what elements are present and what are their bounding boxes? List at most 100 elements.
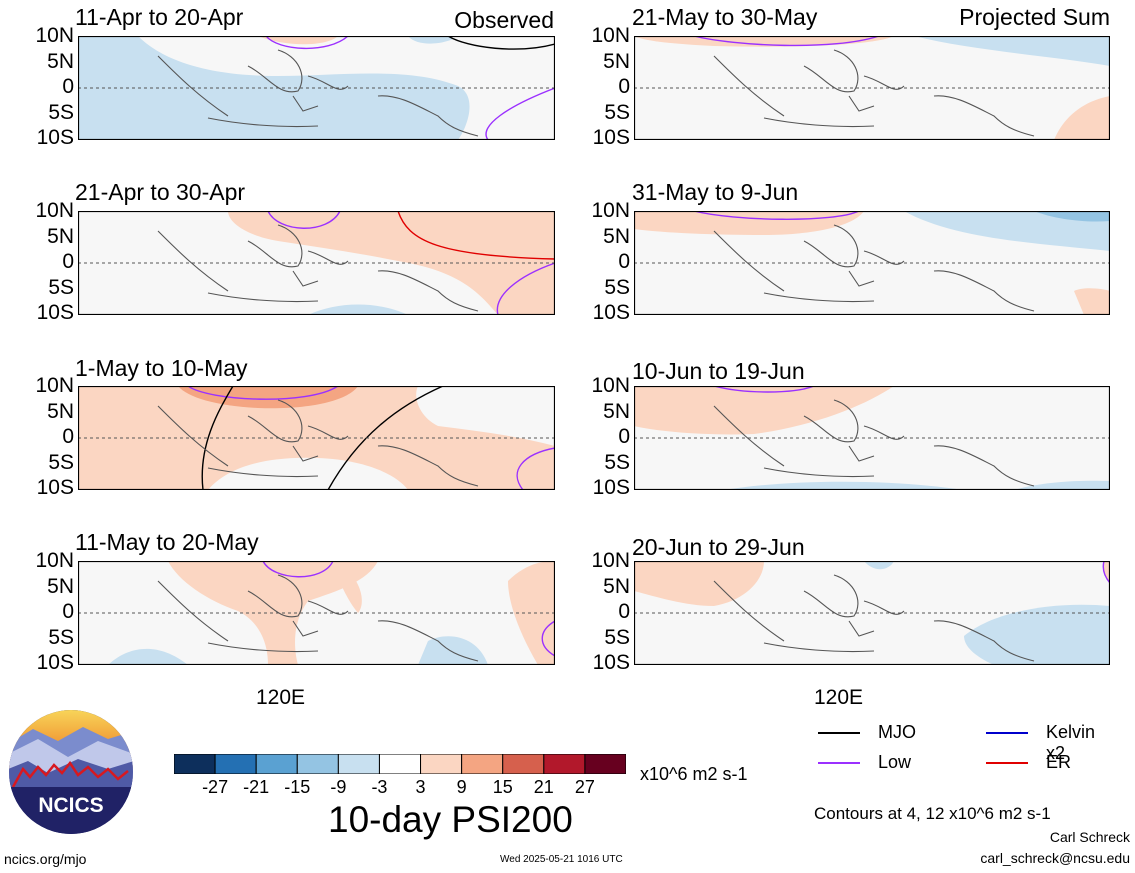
map-panel (78, 386, 555, 490)
longitude-label: 120E (814, 686, 864, 709)
latitude-label: 10S (36, 126, 74, 149)
legend-label-kelvin: Kelvin x2 (1046, 722, 1096, 763)
latitude-label: 5S (48, 100, 74, 124)
latitude-label: 5S (604, 450, 630, 474)
colorbar-swatch (420, 753, 463, 775)
latitude-label: 0 (618, 250, 630, 273)
longitude-label: 120E (256, 686, 306, 709)
legend: MJO Kelvin x2 Low ER (818, 722, 1118, 782)
panel-title: 20-Jun to 29-Jun (632, 534, 805, 560)
legend-label-er: ER (1046, 752, 1072, 772)
colorbar-tick-label: 15 (492, 777, 513, 797)
latitude-label: 10N (591, 374, 630, 397)
panel-title: 31-May to 9-Jun (632, 179, 799, 205)
latitude-label: 5N (603, 49, 630, 73)
latitude-label: 5N (47, 224, 74, 248)
colorbar-swatch (584, 753, 627, 775)
projected-sum-label: Projected Sum (959, 4, 1110, 30)
colorbar-tick-label: 9 (456, 777, 467, 797)
map-panel (634, 386, 1110, 490)
legend-line-kelvin (986, 732, 1028, 734)
latitude-label: 10N (35, 24, 74, 47)
logo-text: NCICS (38, 794, 103, 817)
latitude-label: 10S (592, 651, 630, 674)
colorbar-tick-label: -15 (284, 777, 311, 797)
latitude-label: 5S (48, 450, 74, 474)
colorbar-tick-label: 27 (574, 777, 595, 797)
latitude-label: 0 (62, 75, 74, 98)
latitude-label: 0 (618, 600, 630, 623)
map-panel (78, 36, 555, 140)
latitude-label: 5S (604, 625, 630, 649)
latitude-label: 0 (62, 250, 74, 273)
latitude-label: 10S (592, 301, 630, 324)
website-link[interactable]: ncics.org/mjo (4, 851, 87, 867)
panel-title: 1-May to 10-May (75, 355, 248, 381)
colorbar (173, 753, 627, 775)
latitude-label: 10S (592, 126, 630, 149)
legend-label-low: Low (878, 752, 912, 772)
latitude-label: 0 (62, 600, 74, 623)
observed-label: Observed (454, 7, 554, 33)
map-panel (78, 211, 555, 315)
legend-label-mjo: MJO (878, 722, 916, 742)
latitude-label: 5N (603, 224, 630, 248)
latitude-label: 10N (35, 374, 74, 397)
legend-line-low (818, 762, 860, 764)
panel-title: 11-Apr to 20-Apr (75, 4, 244, 30)
map-panel (78, 561, 555, 665)
map-panel (634, 561, 1110, 665)
latitude-label: 0 (618, 75, 630, 98)
latitude-label: 10S (36, 476, 74, 499)
timestamp: Wed 2025-05-21 1016 UTC (500, 854, 623, 865)
colorbar-tick-label: -27 (202, 777, 229, 797)
author-email[interactable]: carl_schreck@ncsu.edu (980, 850, 1130, 866)
author-name: Carl Schreck (1049, 829, 1130, 845)
colorbar-units: x10^6 m2 s-1 (640, 764, 748, 784)
panel-title: 21-May to 30-May (632, 4, 818, 30)
latitude-label: 5N (603, 399, 630, 423)
latitude-label: 0 (618, 425, 630, 448)
colorbar-tick-label: -21 (243, 777, 270, 797)
colorbar-swatch (173, 753, 216, 775)
legend-line-er (986, 762, 1028, 764)
colorbar-swatch (543, 753, 586, 775)
colorbar-swatch (296, 753, 339, 775)
contour-note: Contours at 4, 12 x10^6 m2 s-1 (814, 804, 1051, 823)
latitude-label: 5N (47, 574, 74, 598)
latitude-label: 5S (604, 275, 630, 299)
map-panel (634, 36, 1110, 140)
colorbar-tick-label: -9 (330, 777, 347, 797)
colorbar-swatch (255, 753, 298, 775)
latitude-label: 5S (48, 275, 74, 299)
colorbar-tick-label: 21 (533, 777, 554, 797)
latitude-label: 10N (35, 549, 74, 572)
latitude-label: 5N (603, 574, 630, 598)
latitude-label: 10N (591, 199, 630, 222)
colorbar-tick-label: -3 (371, 777, 388, 797)
chart-title: 10-day PSI200 (328, 799, 573, 840)
colorbar-tick-label: 3 (415, 777, 426, 797)
panel-title: 21-Apr to 30-Apr (75, 179, 246, 205)
latitude-label: 10N (35, 199, 74, 222)
colorbar-swatch (502, 753, 545, 775)
latitude-label: 0 (62, 425, 74, 448)
panel-title: 11-May to 20-May (75, 529, 259, 555)
legend-line-mjo (818, 732, 860, 734)
latitude-label: 5N (47, 399, 74, 423)
ncics-logo: NCICS (8, 709, 134, 835)
latitude-label: 10S (592, 476, 630, 499)
latitude-label: 5S (48, 625, 74, 649)
colorbar-swatch (378, 753, 422, 775)
latitude-label: 10N (591, 549, 630, 572)
latitude-label: 10N (591, 24, 630, 47)
panel-title: 10-Jun to 19-Jun (632, 358, 805, 384)
colorbar-swatch (214, 753, 257, 775)
colorbar-swatch (461, 753, 504, 775)
latitude-label: 10S (36, 301, 74, 324)
latitude-label: 10S (36, 651, 74, 674)
latitude-label: 5N (47, 49, 74, 73)
latitude-label: 5S (604, 100, 630, 124)
map-panel (634, 211, 1110, 315)
colorbar-swatch (337, 753, 380, 775)
